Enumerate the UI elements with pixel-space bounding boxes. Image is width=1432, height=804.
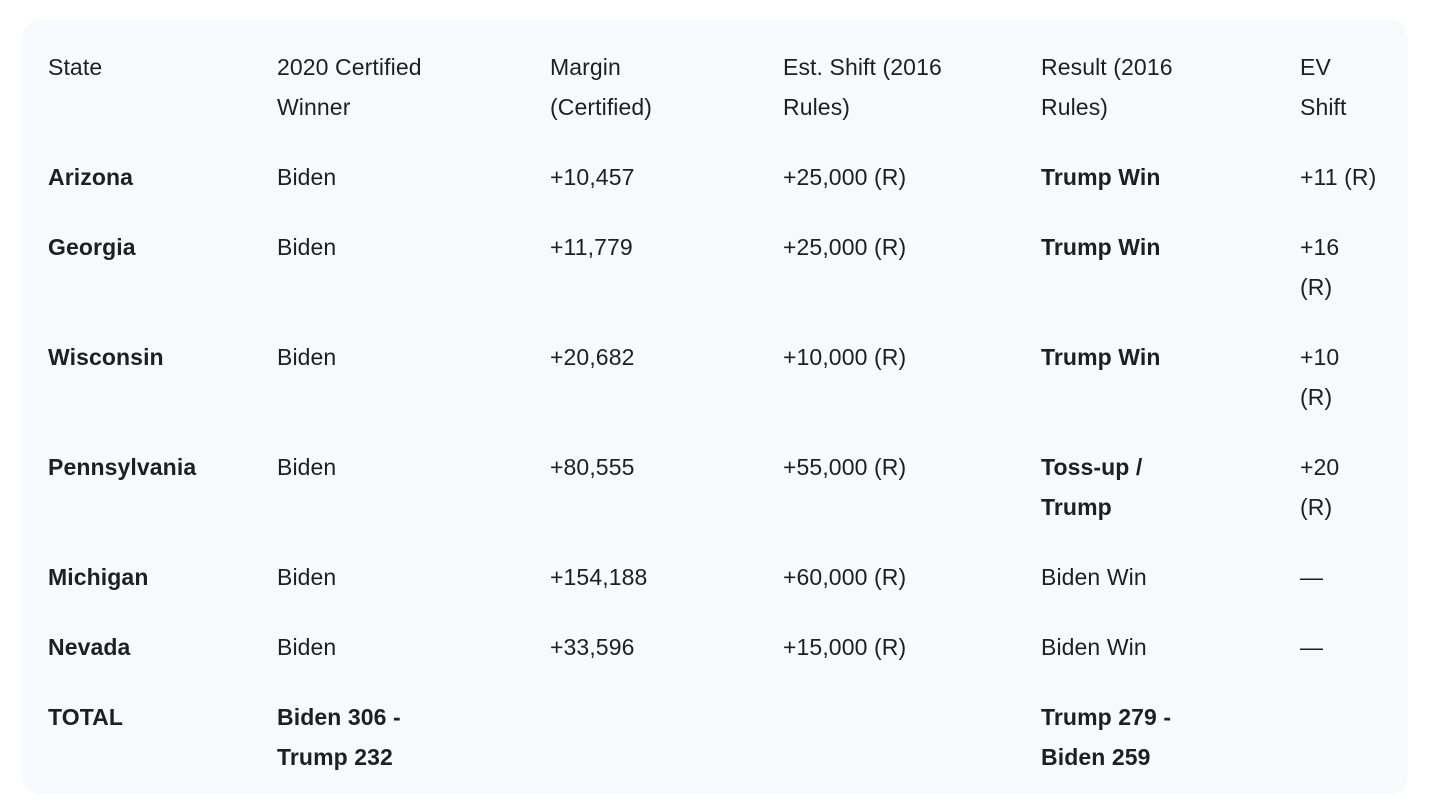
cell-result: Trump 279 - Biden 259 [1041, 704, 1172, 770]
table-row-arizona: Arizona Biden +10,457 +25,000 (R) Trump … [48, 142, 1382, 212]
cell-state: Wisconsin [48, 344, 164, 370]
column-header-certified-winner: 2020 Certified Winner [277, 54, 422, 120]
cell-ev-shift: — [1300, 564, 1324, 590]
cell-ev-shift: +11 (R) [1300, 164, 1377, 190]
cell-state: Michigan [48, 564, 149, 590]
cell-certified-winner: Biden 306 - Trump 232 [277, 704, 401, 770]
cell-ev-shift: +16 (R) [1300, 234, 1340, 300]
table-row-total: TOTAL Biden 306 - Trump 232 Trump 279 - … [48, 682, 1382, 792]
table-row-nevada: Nevada Biden +33,596 +15,000 (R) Biden W… [48, 612, 1382, 682]
cell-state: Pennsylvania [48, 454, 197, 480]
table-row-wisconsin: Wisconsin Biden +20,682 +10,000 (R) Trum… [48, 322, 1382, 432]
cell-margin: +154,188 [550, 564, 648, 590]
cell-est-shift: +10,000 (R) [783, 344, 907, 370]
cell-state: Nevada [48, 634, 131, 660]
cell-result: Trump Win [1041, 164, 1161, 190]
cell-est-shift: +15,000 (R) [783, 634, 907, 660]
column-header-margin: Margin (Certified) [550, 54, 653, 120]
cell-result: Biden Win [1041, 634, 1147, 660]
table-row-michigan: Michigan Biden +154,188 +60,000 (R) Bide… [48, 542, 1382, 612]
cell-est-shift: +25,000 (R) [783, 234, 907, 260]
cell-certified-winner: Biden [277, 564, 337, 590]
cell-margin: +80,555 [550, 454, 635, 480]
cell-est-shift [783, 682, 1041, 792]
cell-ev-shift [1300, 682, 1382, 792]
cell-ev-shift: +20 (R) [1300, 454, 1340, 520]
cell-certified-winner: Biden [277, 234, 337, 260]
results-table-panel: State 2020 Certified Winner Margin (Cert… [22, 20, 1408, 794]
cell-margin: +33,596 [550, 634, 635, 660]
column-header-state: State [48, 54, 103, 80]
cell-ev-shift: — [1300, 634, 1324, 660]
cell-certified-winner: Biden [277, 164, 337, 190]
cell-result: Biden Win [1041, 564, 1147, 590]
cell-certified-winner: Biden [277, 454, 337, 480]
cell-ev-shift: +10 (R) [1300, 344, 1340, 410]
cell-est-shift: +60,000 (R) [783, 564, 907, 590]
cell-state: TOTAL [48, 704, 124, 730]
cell-est-shift: +55,000 (R) [783, 454, 907, 480]
table-row-pennsylvania: Pennsylvania Biden +80,555 +55,000 (R) T… [48, 432, 1382, 542]
cell-certified-winner: Biden [277, 634, 337, 660]
cell-result: Trump Win [1041, 344, 1161, 370]
cell-result: Trump Win [1041, 234, 1161, 260]
cell-margin: +10,457 [550, 164, 635, 190]
column-header-est-shift: Est. Shift (2016 Rules) [783, 54, 942, 120]
column-header-result: Result (2016 Rules) [1041, 54, 1173, 120]
cell-est-shift: +25,000 (R) [783, 164, 907, 190]
column-header-ev-shift: EV Shift [1300, 54, 1347, 120]
cell-margin [550, 682, 783, 792]
cell-certified-winner: Biden [277, 344, 337, 370]
cell-margin: +11,779 [550, 234, 633, 260]
cell-state: Arizona [48, 164, 134, 190]
table-header-row: State 2020 Certified Winner Margin (Cert… [48, 32, 1382, 142]
table-row-georgia: Georgia Biden +11,779 +25,000 (R) Trump … [48, 212, 1382, 322]
cell-state: Georgia [48, 234, 136, 260]
cell-result: Toss-up / Trump [1041, 454, 1143, 520]
results-table: State 2020 Certified Winner Margin (Cert… [48, 32, 1382, 792]
cell-margin: +20,682 [550, 344, 635, 370]
